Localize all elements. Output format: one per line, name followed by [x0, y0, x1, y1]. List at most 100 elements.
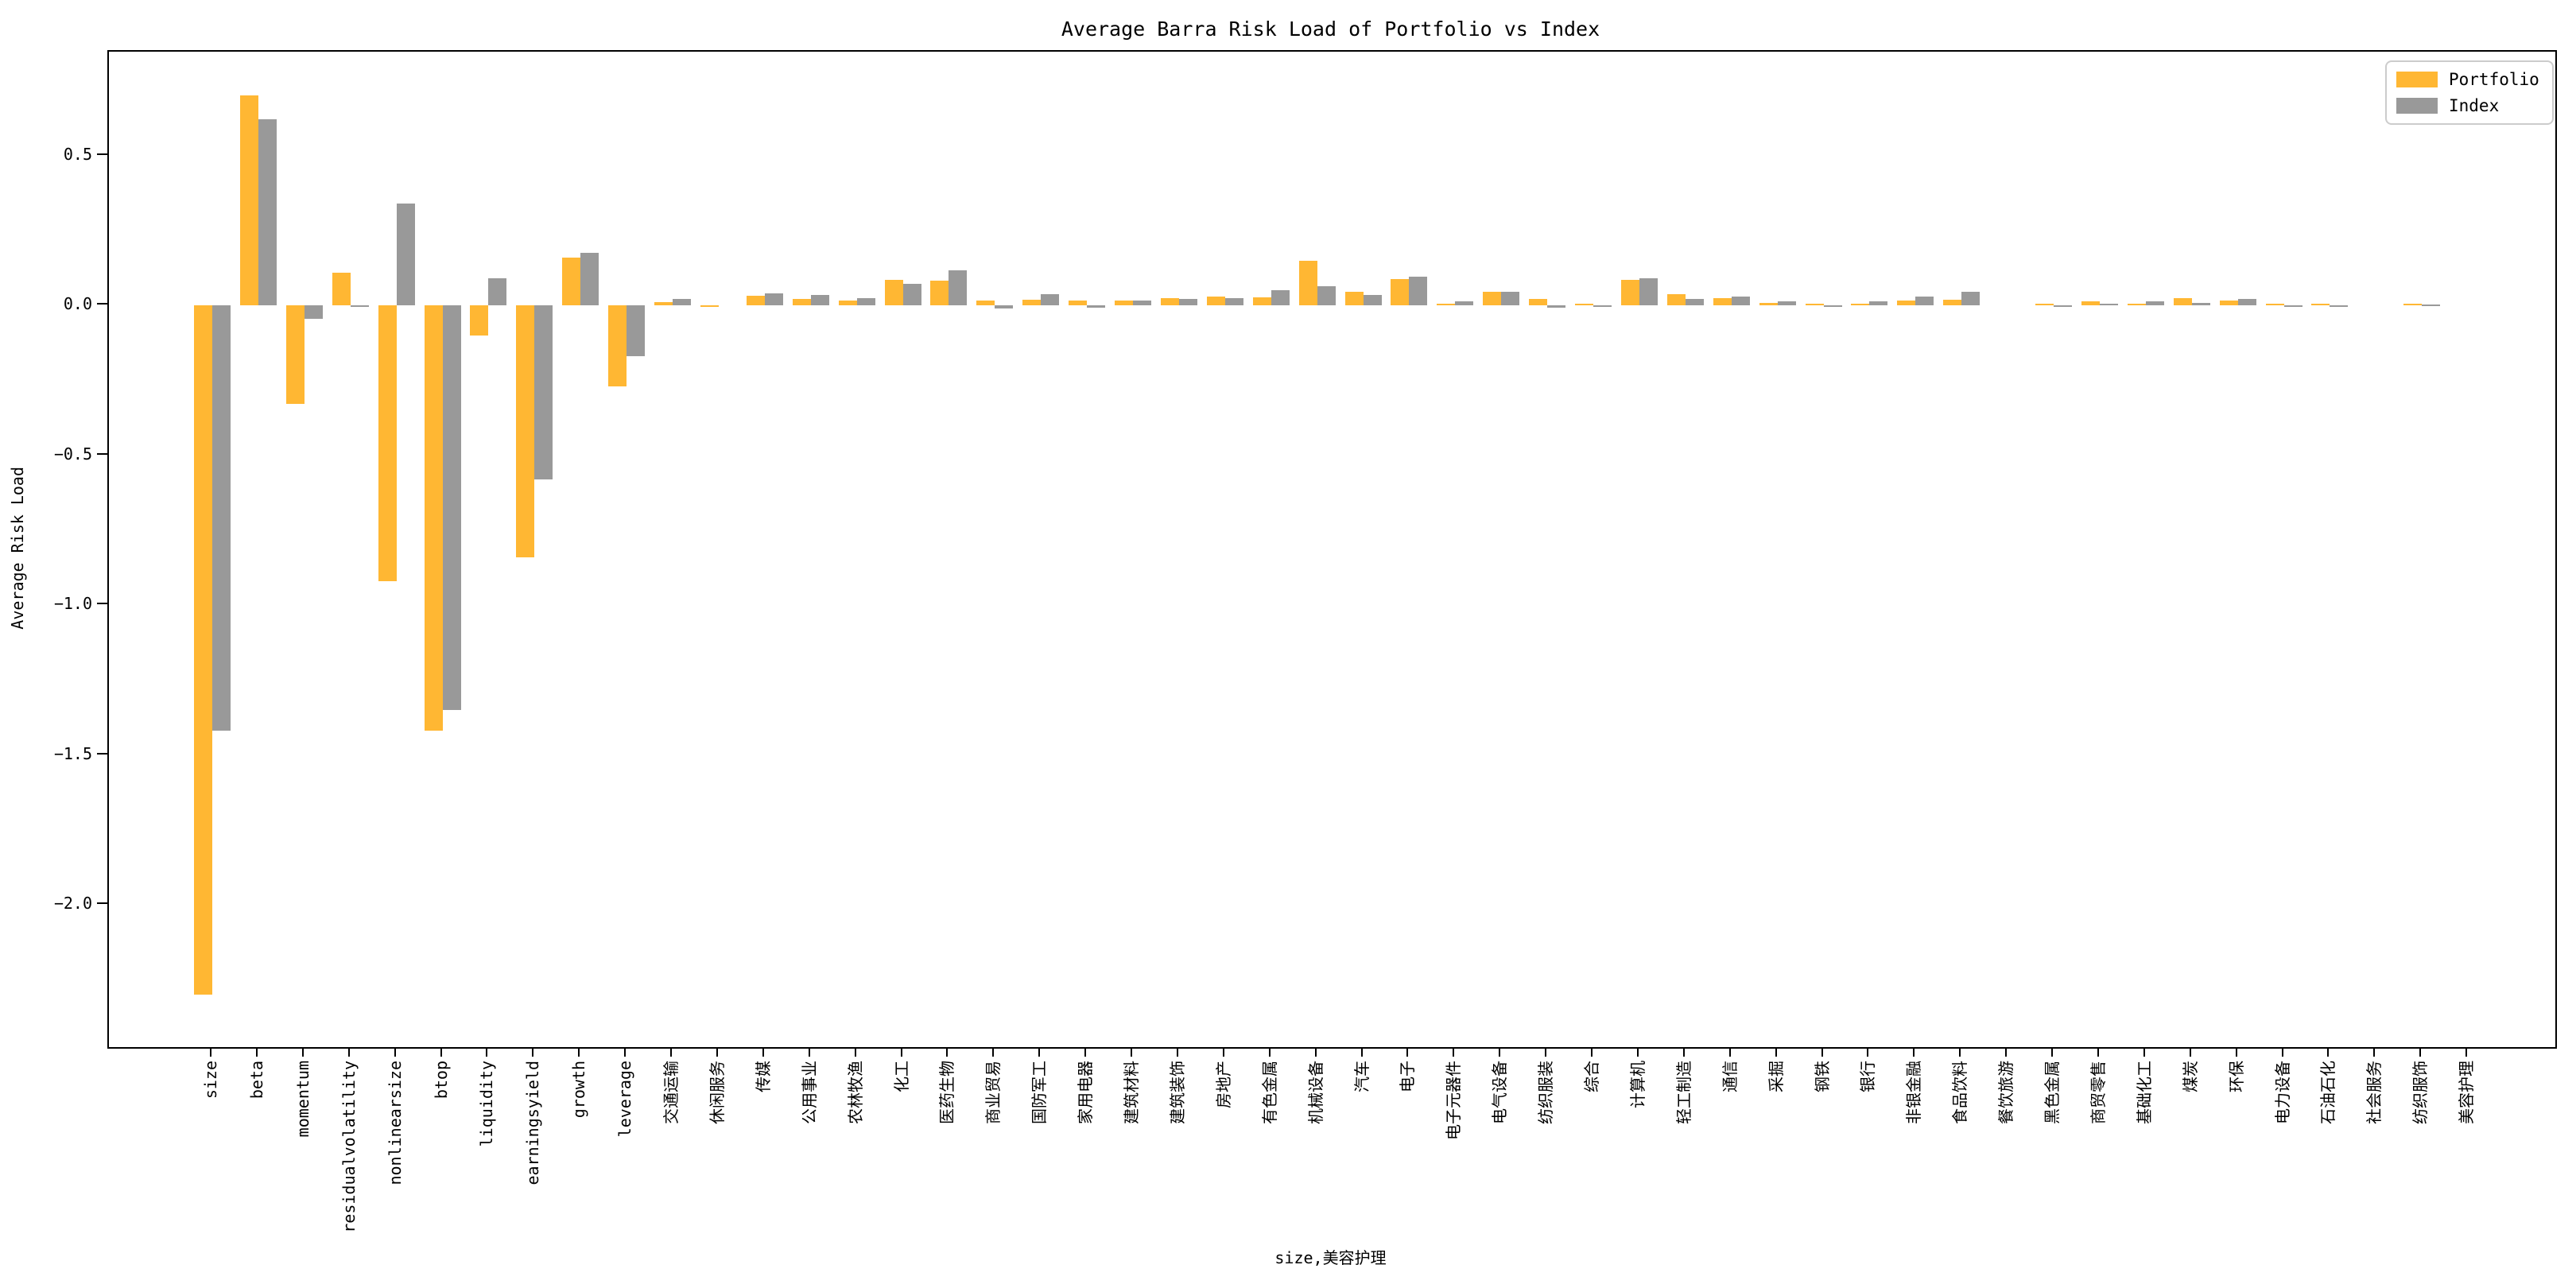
bar-index-0	[212, 305, 231, 731]
y-tick-label: −1.0	[53, 594, 92, 613]
legend-label-index: Index	[2449, 96, 2500, 115]
bar-portfolio-27	[1437, 304, 1456, 306]
x-tick-label: 公用事业	[799, 1061, 819, 1124]
x-tick	[440, 1047, 442, 1057]
bar-index-26	[1409, 276, 1428, 305]
x-tick	[1545, 1047, 1547, 1057]
x-tick	[716, 1047, 718, 1057]
x-tick	[1636, 1047, 1639, 1057]
x-tick-label: growth	[569, 1061, 589, 1119]
x-tick-label: 美容护理	[2457, 1061, 2477, 1124]
bar-portfolio-2	[285, 305, 305, 405]
bar-portfolio-41	[2081, 301, 2100, 305]
bar-index-21	[1178, 298, 1197, 305]
bar-portfolio-20	[1115, 300, 1133, 305]
x-tick	[2235, 1047, 2237, 1057]
x-tick	[347, 1047, 350, 1057]
bar-portfolio-5	[424, 305, 443, 731]
x-tick-label: 传媒	[753, 1061, 773, 1092]
bar-index-14	[856, 298, 875, 305]
bar-portfolio-45	[2265, 304, 2284, 306]
x-tick-label: 计算机	[1627, 1061, 1647, 1108]
x-tick-label: 休闲服务	[707, 1061, 727, 1124]
bar-portfolio-35	[1805, 304, 1824, 306]
bar-index-7	[534, 305, 553, 479]
x-tick-label: 基础化工	[2134, 1061, 2154, 1124]
bar-portfolio-23	[1252, 297, 1271, 305]
x-tick-label: 通信	[1720, 1061, 1740, 1092]
x-tick	[2373, 1047, 2376, 1057]
x-tick-label: 医药生物	[937, 1061, 957, 1124]
x-tick-label: 钢铁	[1812, 1061, 1832, 1092]
x-tick-label: 银行	[1858, 1061, 1878, 1092]
legend-item-portfolio: Portfolio	[2396, 70, 2539, 89]
bar-index-38	[1961, 292, 1980, 305]
x-tick-label: 社会服务	[2365, 1061, 2384, 1124]
x-tick	[2189, 1047, 2191, 1057]
bar-index-13	[810, 295, 829, 305]
x-tick	[1084, 1047, 1087, 1057]
x-tick	[1821, 1047, 1823, 1057]
bar-index-4	[396, 203, 415, 305]
x-tick-label: 煤炭	[2180, 1061, 2200, 1092]
x-axis-label: size,美容护理	[1274, 1248, 1387, 1267]
bar-portfolio-3	[332, 272, 351, 305]
legend-swatch-index	[2396, 98, 2438, 114]
x-tick	[2097, 1047, 2099, 1057]
x-tick-label: btop	[431, 1061, 451, 1100]
x-tick	[210, 1047, 211, 1057]
bar-index-1	[258, 119, 277, 305]
bar-index-12	[764, 293, 783, 305]
legend-item-index: Index	[2396, 96, 2539, 115]
bar-index-17	[995, 305, 1014, 308]
bar-index-2	[304, 305, 323, 319]
bar-index-20	[1133, 301, 1151, 305]
x-tick	[1131, 1047, 1132, 1057]
x-tick	[2143, 1047, 2145, 1057]
bar-portfolio-13	[792, 299, 811, 305]
bar-index-18	[1041, 293, 1060, 305]
bar-portfolio-19	[1069, 300, 1088, 305]
bar-index-25	[1363, 294, 1382, 305]
x-tick	[808, 1047, 810, 1057]
x-tick-label: momentum	[293, 1061, 312, 1138]
y-tick-label: −2.0	[53, 894, 92, 913]
y-tick	[97, 603, 107, 604]
bar-portfolio-4	[378, 305, 397, 581]
legend: Portfolio Index	[2385, 60, 2554, 125]
bar-portfolio-34	[1759, 302, 1778, 305]
bar-portfolio-6	[470, 305, 489, 336]
x-tick-label: 家用电器	[1076, 1061, 1096, 1124]
legend-label-portfolio: Portfolio	[2449, 70, 2539, 89]
bar-portfolio-10	[654, 302, 673, 305]
y-tick	[97, 153, 107, 155]
bar-index-32	[1685, 299, 1704, 305]
x-tick	[900, 1047, 902, 1057]
bar-portfolio-26	[1391, 278, 1410, 305]
x-tick	[2327, 1047, 2330, 1057]
bar-index-6	[488, 278, 507, 305]
bar-portfolio-22	[1206, 296, 1225, 305]
bar-index-48	[2422, 304, 2441, 306]
x-tick	[1038, 1047, 1041, 1057]
bar-portfolio-12	[746, 295, 765, 305]
x-tick-label: 环保	[2226, 1061, 2246, 1092]
bar-portfolio-40	[2035, 304, 2054, 306]
x-tick-label: beta	[246, 1061, 266, 1100]
x-tick	[624, 1047, 627, 1057]
x-tick-label: 食品饮料	[1950, 1061, 1970, 1124]
bar-index-3	[350, 305, 369, 307]
bar-portfolio-29	[1529, 298, 1548, 305]
x-tick	[1314, 1047, 1317, 1057]
bar-index-30	[1593, 305, 1612, 307]
bar-index-16	[949, 270, 968, 305]
bar-index-31	[1639, 278, 1658, 305]
bar-index-23	[1271, 290, 1290, 305]
bar-index-43	[2191, 302, 2210, 305]
x-tick-label: 轻工制造	[1674, 1061, 1693, 1124]
bar-index-8	[580, 253, 599, 305]
x-tick	[486, 1047, 488, 1057]
bar-index-46	[2330, 305, 2349, 307]
x-tick	[532, 1047, 534, 1057]
bar-index-5	[442, 305, 461, 710]
